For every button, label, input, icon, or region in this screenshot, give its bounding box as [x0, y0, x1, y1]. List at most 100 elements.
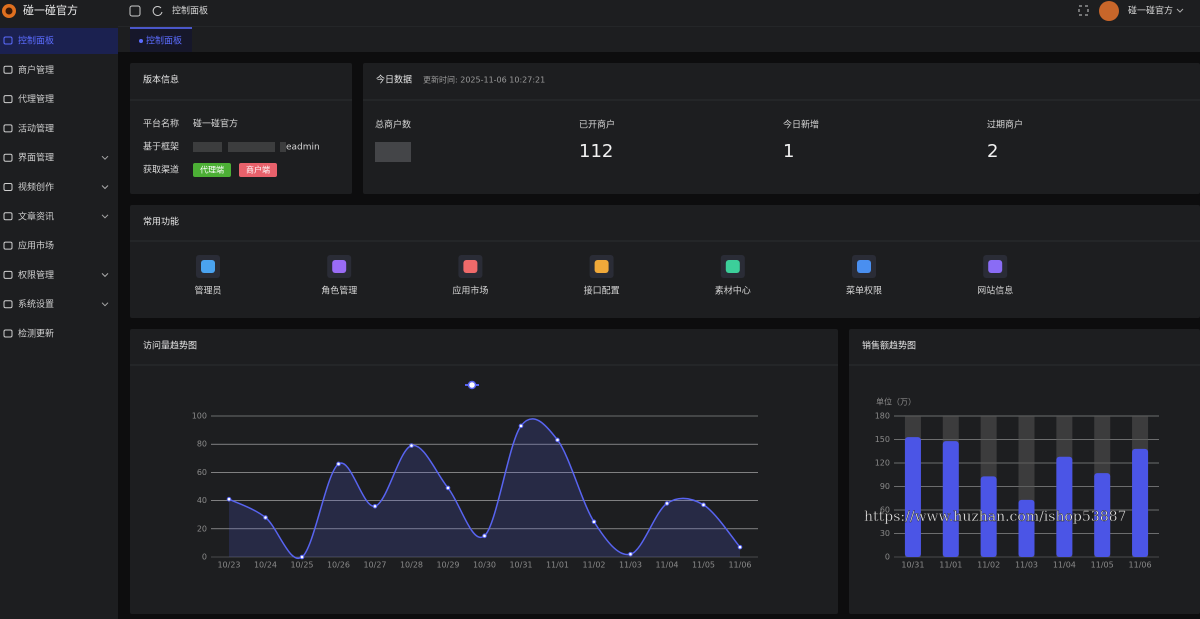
stat-value: 112 [579, 141, 613, 162]
card-title: 访问量趋势图 [143, 340, 197, 352]
y-tick-label: 60 [880, 506, 890, 515]
menu-icon [3, 124, 13, 133]
shortcut-label[interactable]: 应用市场 [452, 285, 488, 297]
menu-item[interactable]: 控制面板 [18, 35, 54, 47]
bar [1132, 448, 1149, 557]
x-tick-label: 11/01 [546, 561, 569, 570]
point [336, 461, 341, 467]
shortcut-icon[interactable] [332, 260, 347, 273]
bar [980, 476, 997, 557]
card-title: 今日数据 [376, 74, 412, 86]
x-tick-label: 11/02 [582, 561, 605, 570]
tab-dot [139, 39, 143, 43]
user-name[interactable]: 碰一碰官方 [1128, 5, 1173, 17]
avatar[interactable] [1099, 1, 1119, 21]
fullscreen-icon[interactable] [1078, 5, 1089, 16]
x-tick-label: 11/05 [1091, 561, 1114, 570]
info-value: 碰一碰官方 [193, 118, 238, 130]
point [628, 551, 633, 557]
y-tick-label: 60 [197, 468, 207, 477]
info-value: eadmin [286, 143, 320, 153]
user-arrow [1176, 8, 1184, 13]
info-label: 基于框架 [143, 141, 179, 153]
shortcut-label[interactable]: 网站信息 [977, 285, 1013, 297]
today-card [363, 63, 1200, 194]
shortcut-icon[interactable] [725, 260, 740, 273]
point [555, 437, 560, 443]
x-tick-label: 11/03 [1015, 561, 1038, 570]
tag-text: 商户端 [246, 165, 270, 175]
bar [1018, 499, 1035, 557]
menu-item[interactable]: 权限管理 [18, 269, 54, 281]
menu-item[interactable]: 检测更新 [18, 328, 54, 340]
refresh-icon[interactable] [152, 5, 163, 16]
x-tick-label: 10/28 [400, 561, 423, 570]
y-tick-label: 0 [885, 553, 890, 562]
point [737, 544, 743, 550]
menu-item[interactable]: 视频创作 [18, 181, 54, 193]
menu-icon [3, 300, 13, 309]
topbar [118, 0, 1200, 27]
x-tick-label: 11/01 [939, 561, 962, 570]
menu-item[interactable]: 活动管理 [18, 122, 54, 134]
menu-arrow [101, 155, 109, 160]
shortcut-icon[interactable] [463, 260, 478, 273]
x-tick-label: 10/31 [901, 561, 924, 570]
menu-item[interactable]: 代理管理 [18, 93, 54, 105]
menu-item[interactable]: 界面管理 [18, 152, 54, 164]
shortcut-label[interactable]: 角色管理 [321, 285, 357, 297]
menu-item[interactable]: 系统设置 [18, 298, 54, 310]
y-tick-label: 20 [197, 524, 207, 533]
stat-label: 过期商户 [987, 119, 1023, 131]
point [445, 485, 451, 491]
version-card [130, 63, 352, 194]
menu-item[interactable]: 应用市场 [18, 240, 54, 252]
tab-label[interactable]: 控制面板 [146, 35, 182, 47]
stat-label: 总商户数 [375, 119, 411, 131]
shortcut-icon[interactable] [988, 260, 1003, 273]
x-tick-label: 10/30 [473, 561, 496, 570]
y-tick-label: 90 [880, 482, 890, 491]
x-tick-label: 11/04 [655, 561, 678, 570]
y-tick-label: 100 [192, 412, 207, 421]
sidebar [0, 0, 118, 619]
menu-icon [3, 95, 13, 104]
menu-icon [3, 65, 13, 74]
blurred [228, 142, 275, 152]
tabbar [118, 27, 1200, 52]
info-label: 获取渠道 [143, 164, 179, 176]
collapse-icon[interactable] [129, 5, 141, 17]
x-tick-label: 11/02 [977, 561, 1000, 570]
menu-icon [3, 270, 13, 279]
shortcut-label[interactable]: 管理员 [194, 285, 221, 297]
update-time: 更新时间: 2025-11-06 10:27:21 [423, 75, 545, 85]
blurred [280, 142, 286, 152]
menu-item[interactable]: 商户管理 [18, 64, 54, 76]
point [518, 423, 524, 429]
y-tick-label: 120 [875, 459, 890, 468]
x-tick-label: 11/04 [1053, 561, 1076, 570]
y-tick-label: 0 [202, 553, 207, 562]
point [701, 502, 706, 508]
x-tick-label: 10/26 [327, 561, 350, 570]
x-tick-label: 11/05 [692, 561, 715, 570]
stat-label: 今日新增 [783, 119, 819, 131]
x-tick-label: 11/06 [728, 561, 751, 570]
menu-icon [3, 212, 13, 221]
tag [239, 163, 277, 177]
point [299, 554, 305, 560]
menu-item[interactable]: 文章资讯 [18, 210, 54, 222]
x-tick-label: 10/27 [363, 561, 386, 570]
stat-value: 2 [987, 141, 998, 162]
y-axis-label: 单位（万） [876, 397, 916, 407]
x-tick-label: 10/23 [217, 561, 240, 570]
shortcut-label[interactable]: 接口配置 [584, 285, 620, 297]
shortcut-label[interactable]: 素材中心 [715, 285, 751, 297]
shortcut-icon[interactable] [594, 260, 609, 273]
shortcut-icon[interactable] [857, 260, 871, 273]
y-tick-label: 80 [197, 440, 207, 449]
shortcut-icon[interactable] [201, 260, 215, 273]
shortcut-label[interactable]: 菜单权限 [846, 285, 882, 297]
blurred [375, 142, 411, 162]
